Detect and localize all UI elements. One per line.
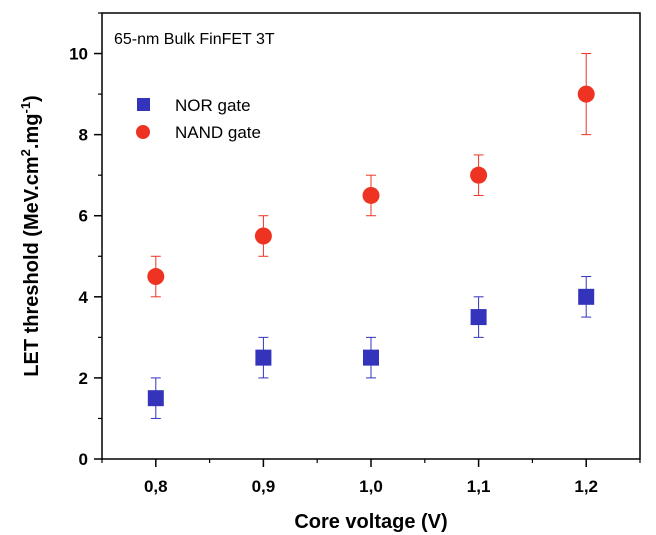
y-tick-label: 2 (79, 369, 88, 388)
plot-annotation: 65-nm Bulk FinFET 3T (114, 31, 275, 48)
x-tick-label: 1,0 (359, 477, 383, 496)
ticks-group: 0,8 0,9 1,0 1,1 1,2 0 2 4 6 8 10 (69, 12, 641, 496)
marks-group (147, 53, 595, 419)
nand-gate-point (577, 85, 595, 103)
nand-gate-point (362, 186, 380, 204)
y-axis-title-sup1: 2 (18, 149, 33, 156)
y-axis-title-sup2: -1 (18, 102, 33, 114)
y-axis-title: LET threshold (MeV.cm2.mg-1) (18, 95, 43, 376)
legend: NOR gate NAND gate (136, 96, 261, 142)
y-axis-title-mid: .mg (21, 114, 43, 150)
legend-nand-marker (136, 125, 150, 139)
nor-gate-point (255, 349, 272, 366)
nand-gate-point (147, 268, 165, 286)
y-axis-title-main: LET threshold (MeV.cm (21, 156, 43, 376)
nor-gate-point (363, 349, 379, 366)
legend-nand-label: NAND gate (175, 123, 261, 142)
nand-gate-point (470, 166, 488, 184)
nor-gate-point (578, 288, 595, 305)
x-axis-title: Core voltage (V) (294, 511, 447, 533)
nor-gate-point (147, 390, 164, 407)
y-axis-title-end: ) (21, 95, 43, 102)
y-tick-label: 10 (69, 45, 88, 64)
y-tick-label: 6 (79, 207, 88, 226)
x-tick-label: 0,8 (144, 477, 168, 496)
x-tick-label: 1,2 (574, 477, 598, 496)
nand-gate-point (254, 227, 272, 245)
nor-gate-point (470, 309, 487, 326)
x-tick-label: 0,9 (252, 477, 276, 496)
y-tick-label: 4 (79, 288, 89, 307)
y-tick-label: 0 (79, 450, 88, 469)
x-tick-label: 1,1 (467, 477, 491, 496)
legend-nor-marker (137, 98, 150, 111)
legend-nor-label: NOR gate (175, 96, 251, 115)
plot-frame (101, 12, 641, 460)
y-tick-label: 8 (79, 126, 88, 145)
